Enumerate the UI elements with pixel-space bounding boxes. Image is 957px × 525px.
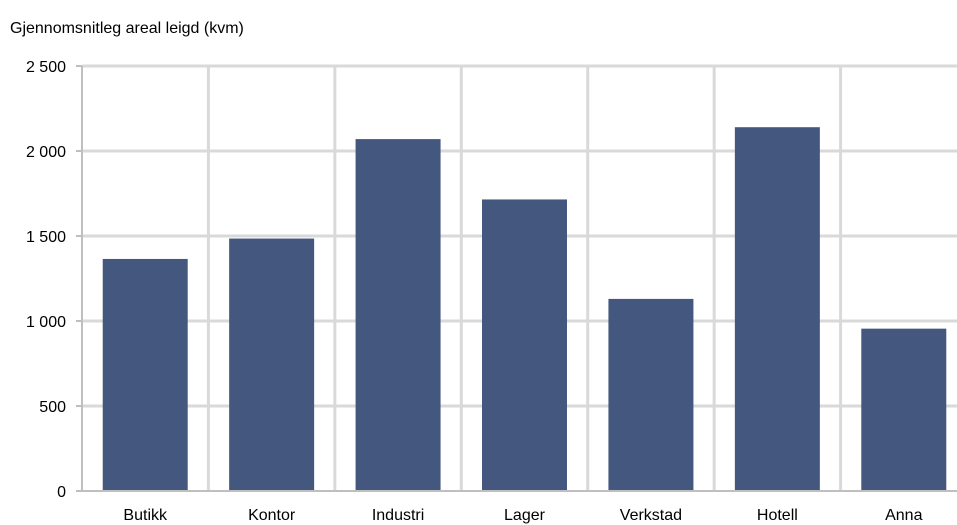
- tick-labels: 0 500 1 000 1 500 2 000 2 500 Butikk Kontor Indu…: [26, 59, 923, 524]
- bar-butikk: [102, 258, 188, 491]
- x-tick-label: Hotell: [757, 507, 798, 524]
- bar-verkstad: [608, 298, 694, 491]
- y-tick-label: 2 500: [26, 59, 66, 76]
- x-tick-label: Anna: [885, 507, 922, 524]
- x-tick-label: Butikk: [123, 507, 168, 524]
- x-tick-label: Verkstad: [620, 507, 682, 524]
- y-tick-label: 500: [39, 399, 66, 416]
- x-tick-label: Lager: [504, 507, 546, 524]
- bar-hotell: [734, 127, 820, 491]
- y-tick-label: 2 000: [26, 144, 66, 161]
- bar-anna: [861, 328, 947, 491]
- chart-title: Gjennomsnitleg areal leigd (kvm): [10, 20, 244, 37]
- y-tick-label: 1 000: [26, 314, 66, 331]
- y-tick-label: 1 500: [26, 229, 66, 246]
- axes: [76, 65, 957, 492]
- bar-kontor: [229, 238, 315, 491]
- x-tick-label: Industri: [372, 507, 424, 524]
- bars: [102, 127, 947, 491]
- x-tick-label: Kontor: [248, 507, 296, 524]
- bar-industri: [355, 139, 441, 491]
- bar-lager: [482, 199, 567, 491]
- y-tick-label: 0: [57, 484, 66, 501]
